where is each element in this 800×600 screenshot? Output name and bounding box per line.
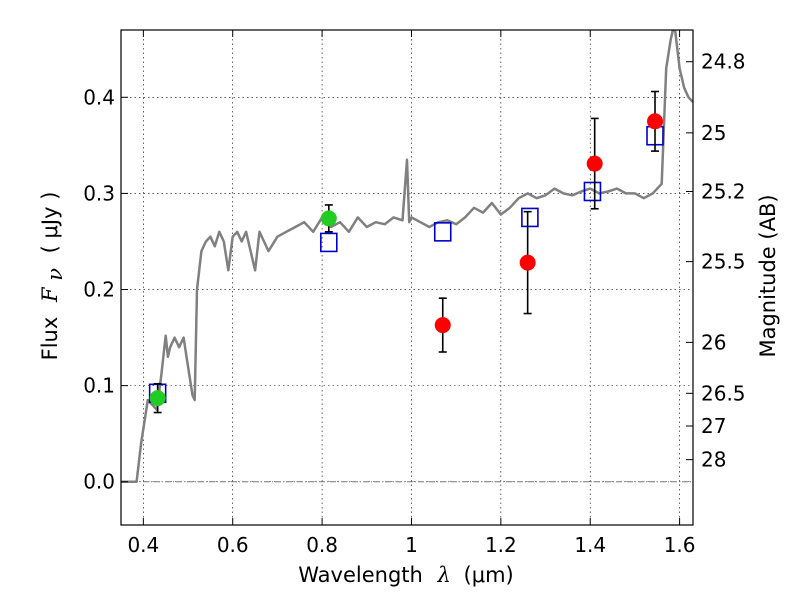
synthetic-flux-square — [583, 181, 602, 202]
synthetic-flux-square — [319, 232, 338, 253]
x-tick-label: 0.8 — [306, 533, 338, 557]
y2-tick-label: 27 — [701, 414, 726, 438]
plot-area — [121, 30, 693, 483]
y2-tick-label: 24.8 — [701, 50, 746, 74]
y-axis-title-text: Flux — [38, 317, 62, 361]
y-tick-label: 0.0 — [83, 470, 115, 494]
x-axis-title: Wavelength λ (μm) — [298, 563, 513, 587]
y2-tick-label: 28 — [701, 448, 726, 472]
synthetic-flux-square — [521, 207, 539, 228]
model-spectrum-line — [121, 30, 693, 483]
x-tick-label: 1.4 — [574, 533, 606, 557]
x-axis-title-unit: (μm) — [464, 563, 514, 587]
y-axis-title-subscript: ν — [43, 268, 67, 281]
x-tick-label: 1.6 — [664, 533, 696, 557]
x-axis-title-text: Wavelength — [298, 563, 423, 587]
photometry-point — [434, 317, 451, 334]
x-tick-label: 1.2 — [485, 533, 517, 557]
y2-tick-label: 25 — [701, 121, 726, 145]
x-axis-title-symbol: λ — [437, 563, 451, 587]
y-tick-label: 0.1 — [83, 374, 115, 398]
axis-ticks: 0.4 0.6 0.8 1 1.2 1.4 1.6 0.0 0.1 0.2 0.3 0.4 24.8 25… — [83, 30, 746, 557]
synthetic-flux-square — [433, 222, 452, 242]
plot-frame — [120, 29, 694, 526]
photometry-point — [647, 113, 664, 130]
y2-axis-title: Magnitude (AB) — [756, 194, 780, 357]
y2-tick-label: 26 — [701, 330, 726, 354]
x-tick-label: 0.4 — [127, 533, 159, 557]
y2-tick-label: 25.5 — [701, 250, 746, 274]
x-tick-label: 0.6 — [217, 533, 249, 557]
photometry-point — [320, 210, 337, 227]
y2-tick-label: 25.2 — [701, 179, 746, 203]
y-axis-title-symbol: F — [38, 286, 62, 303]
y-axis-title: Flux F ν ( μJy ) — [38, 192, 67, 361]
photometry-point — [586, 155, 603, 172]
y-tick-label: 0.2 — [83, 278, 115, 302]
photometry-point — [519, 254, 536, 271]
y-axis-title-unit: ( μJy ) — [38, 192, 62, 254]
photometry-point — [149, 390, 166, 407]
x-tick-label: 1 — [405, 533, 418, 557]
grid — [121, 30, 693, 525]
y-tick-label: 0.4 — [83, 85, 115, 109]
y2-tick-label: 26.5 — [701, 381, 746, 405]
y-tick-label: 0.3 — [83, 181, 115, 205]
